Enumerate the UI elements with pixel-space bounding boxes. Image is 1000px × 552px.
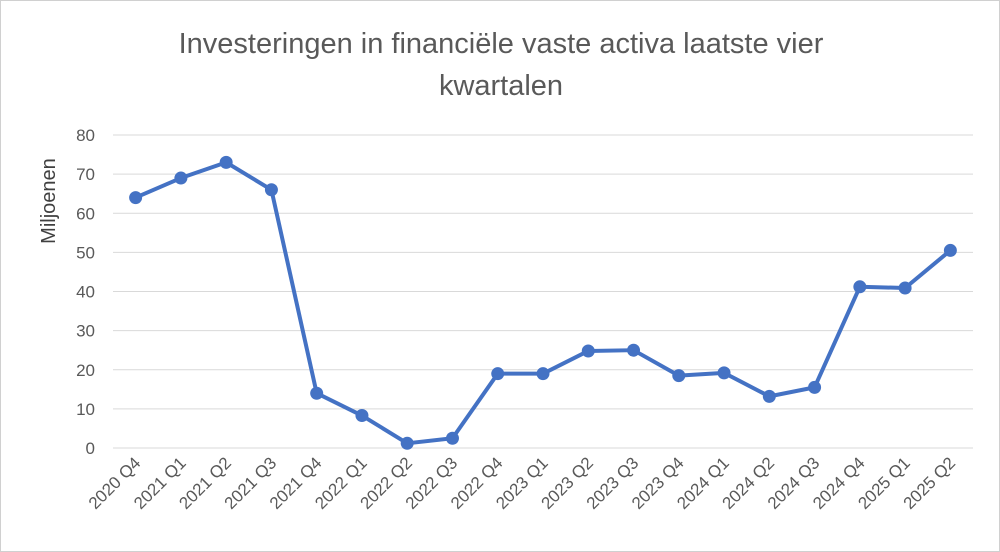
data-point [808, 380, 822, 394]
chart-title: Investeringen in financiële vaste activa… [179, 28, 824, 102]
data-point [536, 367, 550, 381]
data-point [310, 386, 324, 400]
y-tick-label: 10 [76, 400, 95, 419]
data-point [717, 366, 731, 380]
y-tick-label: 40 [76, 283, 95, 302]
y-tick-labels: 0 10 20 30 40 50 60 70 80 [76, 126, 95, 458]
y-tick-label: 0 [86, 439, 95, 458]
data-point [762, 389, 776, 403]
data-point [581, 344, 595, 358]
data-point [129, 191, 143, 205]
data-point [264, 183, 278, 197]
data-point [174, 171, 188, 185]
series-line-0 [133, 160, 953, 446]
y-axis-label: Miljoenen [38, 158, 60, 244]
data-series [129, 155, 957, 450]
data-point [400, 436, 414, 450]
data-point [627, 343, 641, 357]
y-tick-label: 70 [76, 165, 95, 184]
data-point [355, 409, 369, 423]
y-tick-label: 50 [76, 243, 95, 262]
y-tick-label: 20 [76, 361, 95, 380]
data-point [445, 431, 459, 445]
data-point [898, 281, 912, 295]
chart-title-line-1: Investeringen in financiële vaste activa… [179, 28, 824, 60]
data-point [491, 367, 505, 381]
data-point [672, 369, 686, 383]
chart-title-line-2: kwartalen [439, 70, 563, 102]
data-point [219, 155, 233, 169]
y-tick-label: 60 [76, 204, 95, 223]
y-tick-label: 30 [76, 322, 95, 341]
y-tick-label: 80 [76, 126, 95, 145]
data-point [943, 243, 957, 257]
gridlines [113, 134, 973, 449]
data-point [853, 280, 867, 294]
